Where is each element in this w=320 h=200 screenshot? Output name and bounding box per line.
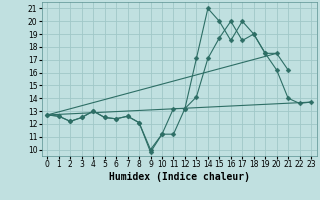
X-axis label: Humidex (Indice chaleur): Humidex (Indice chaleur) bbox=[109, 172, 250, 182]
